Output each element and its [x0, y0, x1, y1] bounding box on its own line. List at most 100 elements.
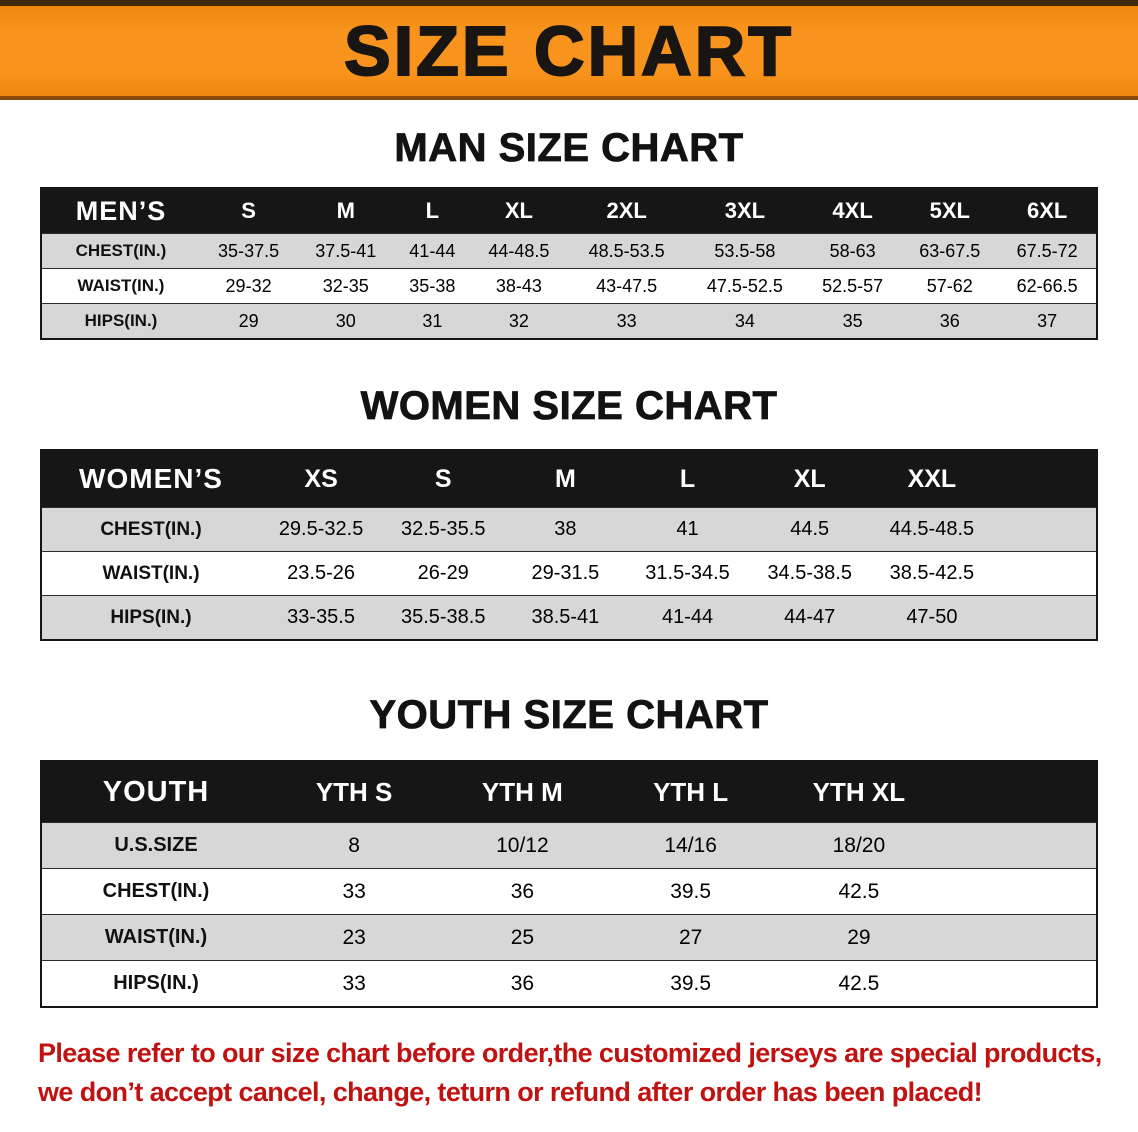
table-header-row: MEN’S S M L XL 2XL 3XL 4XL 5XL 6XL [41, 188, 1097, 234]
men-size-table: MEN’S S M L XL 2XL 3XL 4XL 5XL 6XL CHEST(IN.) 35-37… [40, 187, 1098, 340]
size-value-cell: 36 [510, 879, 535, 903]
size-value-cell: 37 [1037, 310, 1058, 331]
size-value-cell: 48.5-53.5 [588, 240, 665, 261]
size-value-cell: 38 [554, 518, 577, 540]
size-value-cell: 67.5-72 [1016, 240, 1078, 261]
spacer-cell [993, 552, 1097, 596]
size-value-cell: 32 [508, 310, 529, 331]
size-value-cell: 39.5 [670, 879, 712, 903]
size-value-cell: 18/20 [832, 833, 886, 857]
size-chart-content: MAN SIZE CHART MEN’S S M L XL 2XL 3XL 4XL 5XL 6XL… [0, 100, 1138, 1112]
size-value-cell: 34.5-38.5 [767, 562, 852, 584]
size-value-cell: 14/16 [664, 833, 717, 857]
men-size-section: MAN SIZE CHART MEN’S S M L XL 2XL 3XL 4XL 5XL 6XL… [0, 100, 1138, 340]
size-column-header: XXL [907, 464, 957, 493]
women-section-heading: WOMEN SIZE CHART [360, 384, 778, 429]
disclaimer-line-1: Please refer to our size chart before or… [38, 1038, 1102, 1068]
size-value-cell: 33 [616, 310, 637, 331]
size-column-header: YTH M [481, 776, 563, 807]
size-value-cell: 39.5 [670, 971, 712, 995]
spacer-cell [993, 450, 1097, 508]
size-value-cell: 35 [842, 310, 863, 331]
size-value-cell: 62-66.5 [1016, 275, 1078, 296]
row-label: CHEST(IN.) [102, 880, 210, 902]
size-column-header: YTH XL [812, 776, 906, 807]
size-value-cell: 44-48.5 [488, 240, 550, 261]
table-row: HIPS(IN.) 33 36 39.5 42.5 [41, 960, 1097, 1007]
size-column-header: L [679, 464, 696, 493]
table-row: HIPS(IN.) 33-35.5 35.5-38.5 38.5-41 41-44 44-… [41, 595, 1097, 641]
size-value-cell: 57-62 [926, 275, 973, 296]
row-label: WAIST(IN.) [77, 276, 165, 295]
table-corner-label: YOUTH [102, 775, 210, 808]
size-value-cell: 41 [676, 518, 699, 540]
size-value-cell: 53.5-58 [714, 240, 776, 261]
size-value-cell: 33-35.5 [287, 606, 355, 628]
size-value-cell: 27 [678, 925, 703, 949]
size-value-cell: 29-32 [225, 275, 272, 296]
disclaimer-line-2: we don’t accept cancel, change, teturn o… [38, 1077, 983, 1108]
disclaimer: Please refer to our size chart before or… [38, 1034, 1138, 1112]
size-value-cell: 25 [510, 925, 535, 949]
size-value-cell: 38.5-42.5 [889, 562, 975, 584]
table-row: CHEST(IN.) 33 36 39.5 42.5 [41, 868, 1097, 915]
size-value-cell: 34 [734, 310, 755, 331]
size-value-cell: 8 [348, 833, 360, 857]
size-value-cell: 38.5-41 [531, 606, 600, 628]
size-column-header: YTH L [653, 776, 729, 807]
size-value-cell: 31 [422, 310, 443, 331]
size-column-header: M [554, 464, 576, 493]
size-value-cell: 44.5 [790, 518, 830, 540]
size-value-cell: 44-47 [784, 606, 836, 628]
table-corner-label: WOMEN’S [79, 463, 223, 494]
size-value-cell: 29-31.5 [531, 562, 600, 584]
size-value-cell: 23 [342, 925, 366, 949]
size-value-cell: 44.5-48.5 [889, 518, 975, 540]
women-size-table: WOMEN’S XS S M L XL XXL CHEST(IN.) 29.5-32.5 32.5… [40, 449, 1098, 641]
size-value-cell: 29 [847, 925, 871, 949]
table-row: WAIST(IN.) 29-32 32-35 35-38 38-43 43-47.5 47.… [41, 268, 1097, 304]
spacer-cell [993, 508, 1097, 552]
size-column-header: 4XL [832, 198, 873, 223]
row-label: U.S.SIZE [114, 834, 198, 856]
row-label: HIPS(IN.) [84, 311, 158, 330]
spacer-cell [943, 823, 1097, 869]
table-header-row: YOUTH YTH S YTH M YTH L YTH XL [41, 761, 1097, 823]
youth-size-table: YOUTH YTH S YTH M YTH L YTH XL U.S.SIZE 8 10/12… [40, 760, 1098, 1008]
size-value-cell: 52.5-57 [822, 275, 884, 296]
size-value-cell: 30 [335, 310, 356, 331]
size-value-cell: 35-37.5 [218, 240, 280, 261]
size-value-cell: 41-44 [661, 606, 714, 628]
size-value-cell: 33 [342, 879, 366, 903]
size-value-cell: 35.5-38.5 [400, 606, 486, 628]
spacer-cell [943, 869, 1097, 915]
spacer-cell [943, 761, 1097, 823]
men-section-heading: MAN SIZE CHART [394, 126, 744, 171]
row-label: CHEST(IN.) [75, 241, 167, 260]
spacer-cell [993, 596, 1097, 641]
size-value-cell: 32.5-35.5 [400, 518, 486, 540]
row-label: WAIST(IN.) [104, 926, 208, 948]
size-column-header: YTH S [315, 776, 393, 807]
size-column-header: S [434, 464, 452, 493]
size-value-cell: 36 [939, 310, 960, 331]
size-column-header: M [336, 198, 355, 223]
table-row: WAIST(IN.) 23.5-26 26-29 29-31.5 31.5-34.5 34… [41, 551, 1097, 596]
table-row: HIPS(IN.) 29 30 31 32 33 34 35 36 37 [41, 303, 1097, 339]
youth-size-section: YOUTH SIZE CHART YOUTH YTH S YTH M YTH L YTH… [0, 641, 1138, 1008]
size-value-cell: 36 [510, 971, 535, 995]
row-label: HIPS(IN.) [110, 606, 192, 628]
table-header-row: WOMEN’S XS S M L XL XXL [41, 450, 1097, 508]
size-value-cell: 47-50 [906, 606, 958, 628]
size-value-cell: 38-43 [495, 275, 542, 296]
size-value-cell: 29 [238, 310, 259, 331]
size-value-cell: 37.5-41 [315, 240, 377, 261]
women-size-section: WOMEN SIZE CHART WOMEN’S XS S M L XL XXL CHEST(… [0, 340, 1138, 641]
size-column-header: 3XL [724, 198, 766, 223]
banner-title: SIZE CHART [343, 12, 794, 90]
size-value-cell: 29.5-32.5 [278, 518, 364, 540]
spacer-cell [943, 915, 1097, 961]
size-column-header: S [241, 198, 256, 223]
row-label: WAIST(IN.) [102, 562, 200, 584]
size-column-header: 5XL [929, 198, 970, 223]
